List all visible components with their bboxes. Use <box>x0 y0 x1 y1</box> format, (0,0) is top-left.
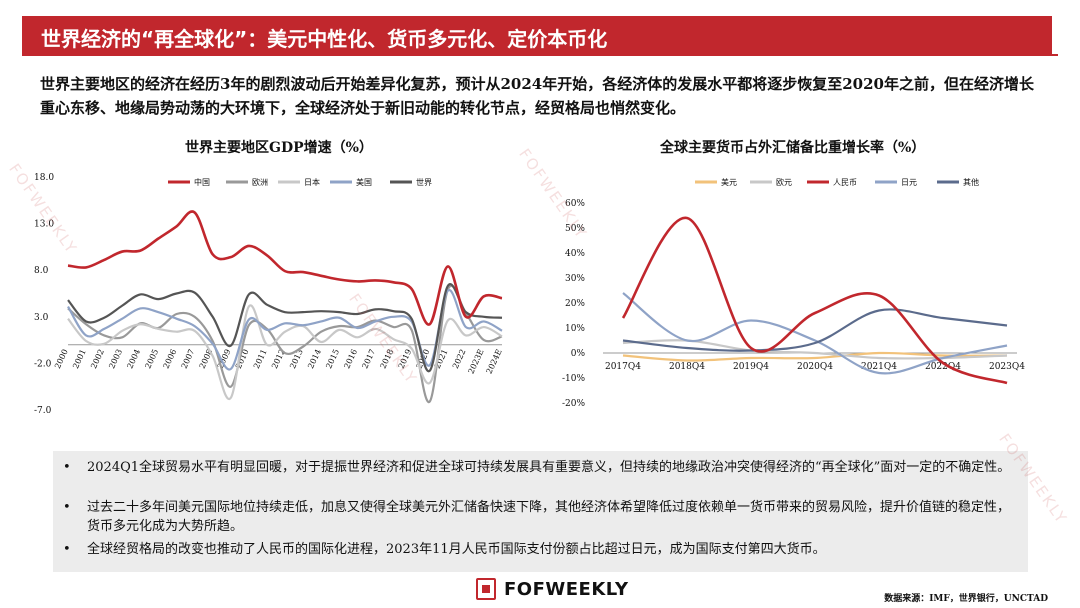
y-tick-label: -2.0 <box>34 359 52 369</box>
y-tick-label: 0% <box>571 349 586 359</box>
y-tick-label: 50% <box>565 224 585 234</box>
y-tick-label: 30% <box>565 274 585 284</box>
legend-label: 美国 <box>356 177 372 187</box>
x-tick-label: 2021Q4 <box>861 362 897 372</box>
y-tick-label: -7.0 <box>34 406 52 416</box>
legend-label: 日本 <box>304 177 320 187</box>
legend-label: 欧元 <box>776 177 792 187</box>
title-divider <box>22 54 1058 56</box>
y-tick-label: 18.0 <box>34 173 54 183</box>
legend-label: 人民币 <box>833 178 857 187</box>
bullet-item: • 过去二十多年间美元国际地位持续走低，加息又使得全球美元外汇储备快速下降，其他… <box>63 498 1018 536</box>
x-tick-label: 2016 <box>342 348 359 370</box>
series-line-日元 <box>622 292 1008 375</box>
x-tick-label: 2002 <box>89 348 106 370</box>
legend-label: 世界 <box>416 177 432 187</box>
series-line-世界 <box>67 283 503 372</box>
reserve-share-chart: 60% 50% 40% 30% 20% 10% 0% -10% -20% 2017Q4 2018Q4… <box>562 177 1025 409</box>
bullet-dot: • <box>63 460 71 475</box>
x-tick-label: 2014 <box>306 348 323 370</box>
y-tick-label: -10% <box>562 374 585 384</box>
x-tick-label: 2000 <box>53 348 70 370</box>
data-source: 数据来源：IMF，世界银行，UNCTAD <box>884 594 1048 604</box>
x-tick-label: 2023E <box>466 348 485 376</box>
series-line-人民币 <box>621 216 1008 385</box>
bullet-item: • 全球经贸格局的改变也推动了人民币的国际化进程，2023年11月人民币国际支付… <box>63 540 1018 559</box>
x-tick-label: 2019Q4 <box>733 362 769 372</box>
bullet-item: • 2024Q1全球贸易水平有明显回暖，对于提振世界经济和促进全球可持续发展具有… <box>63 458 1018 477</box>
logo-mark-icon <box>476 578 496 600</box>
bullet-dot: • <box>63 500 71 515</box>
x-tick-label: 2022 <box>451 348 468 370</box>
bullet-text: 全球经贸格局的改变也推动了人民币的国际化进程，2023年11月人民币国际支付份额… <box>87 542 826 557</box>
page-title: 世界经济的“再全球化”：美元中性化、货币多元化、定价本币化 <box>41 27 608 51</box>
x-tick-label: 2017Q4 <box>605 362 641 372</box>
y-tick-label: 3.0 <box>34 313 49 323</box>
x-tick-label: 2015 <box>324 348 341 370</box>
y-tick-label: 20% <box>565 299 585 309</box>
x-tick-label: 2005 <box>143 348 160 370</box>
x-tick-label: 2001 <box>71 348 88 370</box>
series-line-日本 <box>67 304 503 401</box>
y-tick-label: 8.0 <box>34 266 49 276</box>
x-tick-label: 2004 <box>125 348 142 370</box>
x-tick-label: 2007 <box>180 348 197 370</box>
chart1-title: 世界主要地区GDP增速（%） <box>185 140 373 156</box>
legend-label: 美元 <box>721 177 737 187</box>
y-tick-label: -20% <box>562 399 585 409</box>
series-line-美国 <box>67 289 503 371</box>
title-bar: 世界经济的“再全球化”：美元中性化、货币多元化、定价本币化 <box>22 16 1052 54</box>
legend-label: 中国 <box>194 177 210 187</box>
x-tick-label: 2020Q4 <box>797 362 833 372</box>
y-tick-label: 60% <box>565 199 585 209</box>
chart2-title: 全球主要货币占外汇储备比重增长率（%） <box>660 140 926 156</box>
x-tick-label: 2012 <box>270 348 287 370</box>
x-tick-label: 2023Q4 <box>989 362 1025 372</box>
x-tick-label: 2018Q4 <box>669 362 705 372</box>
intro-paragraph: 世界主要地区的经济在经历3年的剧烈波动后开始差异化复苏，预计从2024年开始，各… <box>40 75 1034 117</box>
x-tick-label: 2022Q4 <box>925 362 961 372</box>
series-line-中国 <box>67 210 503 326</box>
y-tick-label: 13.0 <box>34 220 54 230</box>
bullet-panel: • 2024Q1全球贸易水平有明显回暖，对于提振世界经济和促进全球可持续发展具有… <box>53 451 1028 572</box>
bullet-dot: • <box>63 542 71 557</box>
bullet-text: 过去二十多年间美元国际地位持续走低，加息又使得全球美元外汇储备快速下降，其他经济… <box>87 500 1011 534</box>
bullet-text: 2024Q1全球贸易水平有明显回暖，对于提振世界经济和促进全球可持续发展具有重要… <box>87 460 1011 475</box>
x-tick-label: 2017 <box>360 348 377 370</box>
x-tick-label: 2008 <box>198 348 215 370</box>
x-tick-label: 2024E <box>485 348 504 376</box>
legend-label: 欧洲 <box>252 177 268 187</box>
y-tick-label: 40% <box>565 249 585 259</box>
series-line-美元 <box>622 351 1008 362</box>
legend-label: 其他 <box>963 177 979 187</box>
x-tick-label: 2006 <box>162 348 179 370</box>
y-tick-label: 10% <box>565 324 585 334</box>
x-tick-label: 2003 <box>107 348 124 370</box>
x-tick-label: 2011 <box>252 348 269 370</box>
legend-label: 日元 <box>901 178 917 187</box>
logo-wordmark: FOFWEEKLY <box>504 579 629 600</box>
series-line-其他 <box>622 308 1008 352</box>
